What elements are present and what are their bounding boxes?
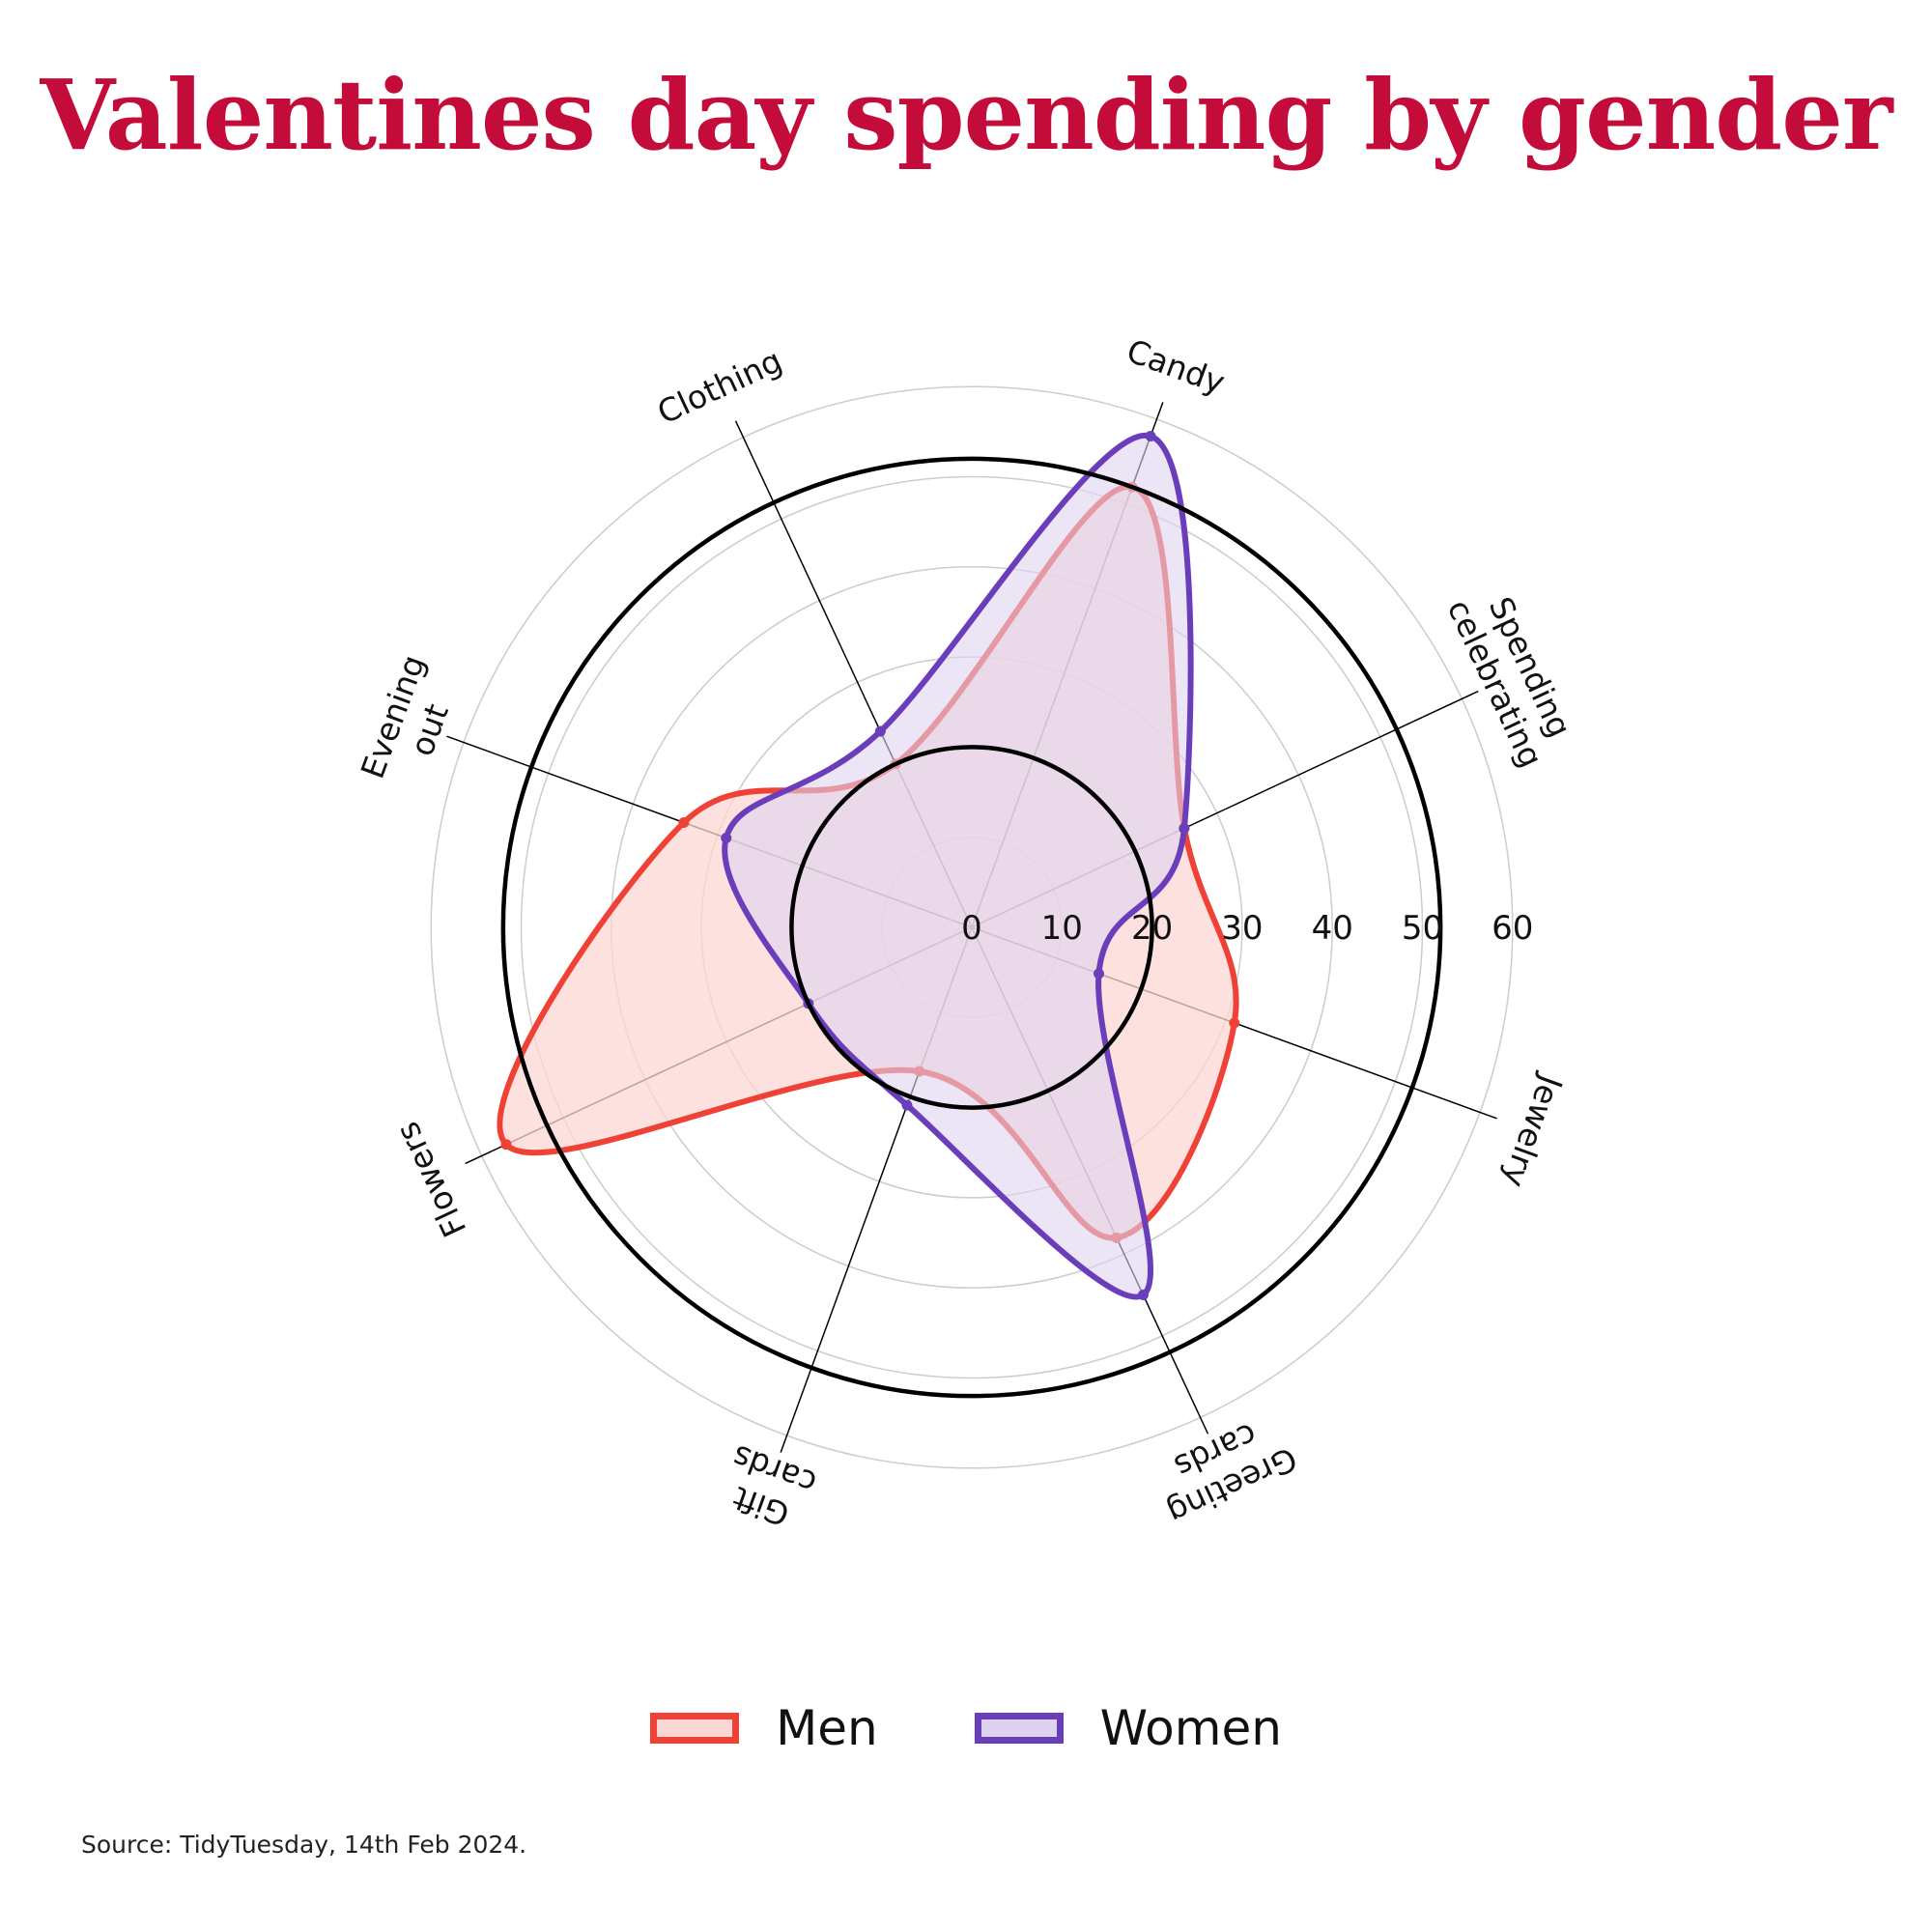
r-tick-label: 30 (1221, 909, 1263, 948)
category-label-flowers: Flowers (388, 1117, 474, 1243)
legend-item-men[interactable]: Men (650, 1700, 878, 1756)
data-point-women-gift-cards[interactable] (901, 1099, 913, 1111)
category-label-line: Flowers (388, 1117, 474, 1243)
reference-circle (789, 745, 1154, 1110)
radial-tick-labels: 0 10 20 30 40 50 60 (961, 909, 1533, 948)
chart-title: Valentines day spending by gender (40, 58, 1893, 172)
data-point-women-greeting-cards[interactable] (1137, 1290, 1149, 1301)
category-label-jewelry: Jewelry (1495, 1069, 1571, 1193)
r-tick-label: 0 (961, 909, 982, 948)
reference-circles (500, 456, 1443, 1399)
r-tick-label: 40 (1312, 909, 1353, 948)
category-label-line: Candy (1122, 331, 1230, 401)
data-point-women-spending-celebrating[interactable] (1179, 822, 1190, 834)
data-point-men-flowers[interactable] (500, 1139, 512, 1151)
reference-circle (500, 456, 1443, 1399)
r-tick-label: 50 (1402, 909, 1443, 948)
legend-swatch-men (650, 1713, 740, 1744)
data-point-women-evening-out[interactable] (721, 832, 732, 843)
category-label-clothing: Clothing (651, 341, 787, 431)
series-women (721, 430, 1194, 1301)
data-point-women-clothing[interactable] (874, 725, 886, 737)
r-tick-label: 20 (1131, 909, 1173, 948)
grid-circle (430, 385, 1514, 1469)
category-label-line: Jewelry (1495, 1069, 1571, 1193)
source-note: Source: TidyTuesday, 14th Feb 2024. (81, 1831, 527, 1859)
legend-swatch-women (974, 1713, 1064, 1744)
grid-circle (520, 475, 1424, 1379)
legend: Men Women (0, 1700, 1932, 1756)
data-point-women-candy[interactable] (1145, 430, 1156, 441)
legend-label-men: Men (776, 1700, 878, 1756)
legend-item-women[interactable]: Women (974, 1700, 1282, 1756)
r-tick-label: 60 (1492, 909, 1533, 948)
category-label-line: Clothing (651, 341, 787, 431)
data-point-men-jewelry[interactable] (1229, 1017, 1240, 1029)
series-area-women[interactable] (722, 432, 1194, 1300)
data-point-men-evening-out[interactable] (678, 817, 690, 829)
category-label-candy: Candy (1122, 331, 1230, 401)
r-tick-label: 10 (1041, 909, 1083, 948)
data-point-women-jewelry[interactable] (1094, 968, 1105, 980)
series-layer (497, 430, 1240, 1301)
legend-label-women: Women (1099, 1700, 1282, 1756)
